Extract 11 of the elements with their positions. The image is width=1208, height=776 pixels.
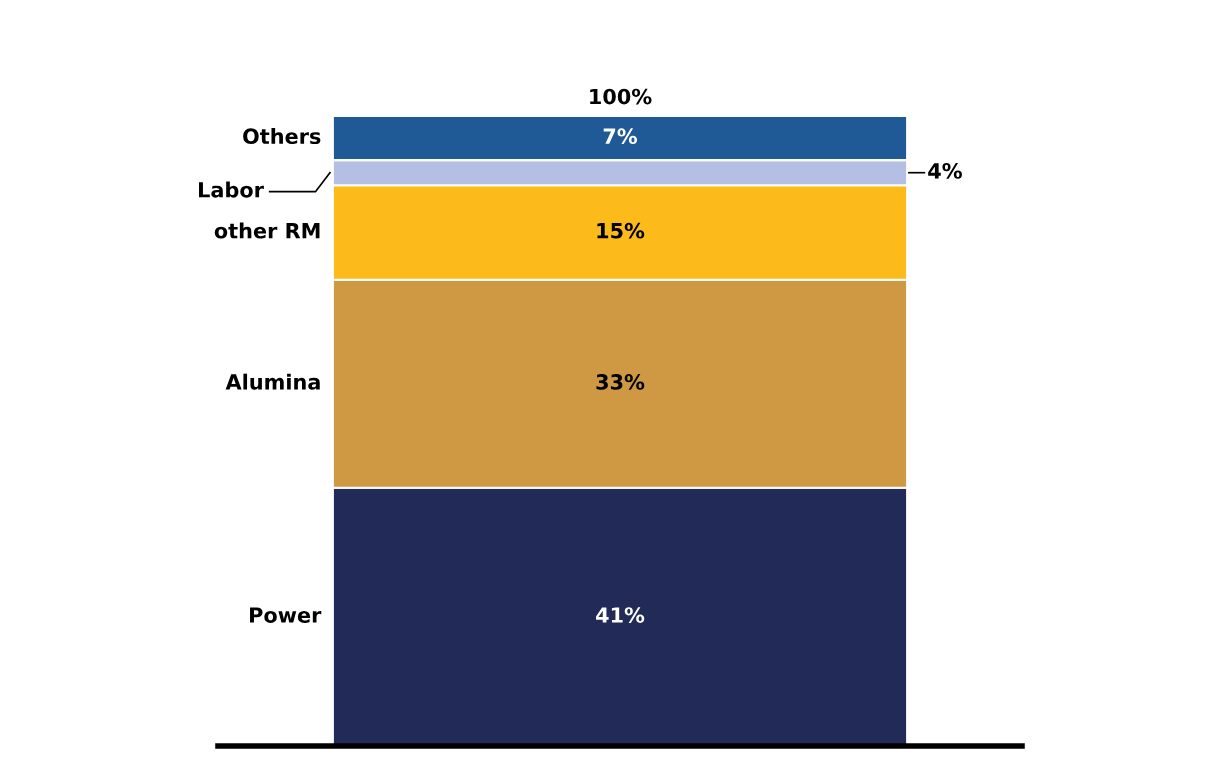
data-label: 15%: [597, 222, 645, 239]
series-label: other RM: [214, 222, 320, 239]
data-label: 33%: [596, 374, 645, 390]
text: Labor: [199, 181, 264, 198]
series-label: Power: [250, 607, 322, 623]
total-label: 100%: [590, 88, 652, 105]
data-label: 7%: [603, 128, 638, 145]
series-label: Alumina: [225, 373, 320, 390]
data-label: 41%: [596, 607, 645, 623]
series-label: Others: [243, 127, 321, 145]
data-label: 4%: [928, 162, 962, 179]
